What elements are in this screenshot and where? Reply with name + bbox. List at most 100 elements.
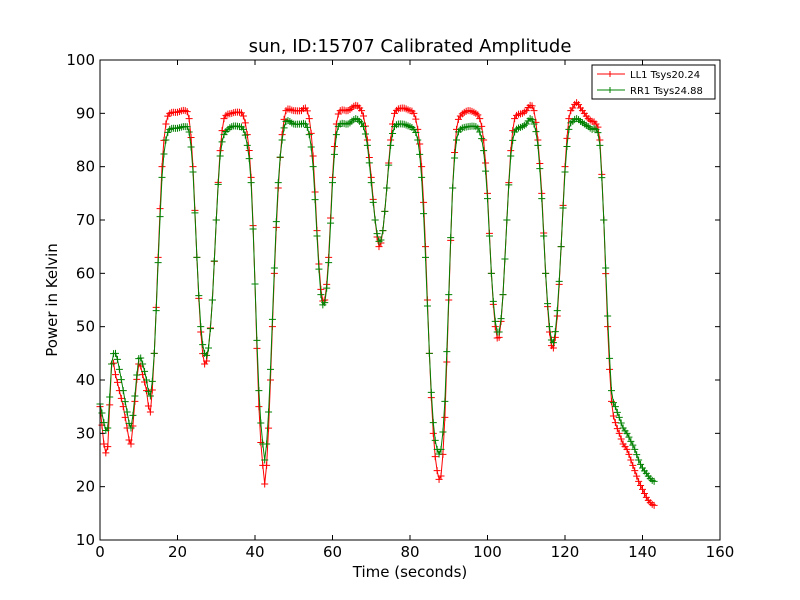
data-point [158,173,166,181]
data-point [633,451,641,459]
data-point [546,323,553,331]
data-point [604,312,612,320]
data-point [214,180,222,188]
data-point [631,445,639,453]
data-point [565,115,573,123]
y-tick-label: 40 [76,371,95,389]
data-point [272,218,280,226]
data-point [113,378,121,386]
data-point [635,456,643,464]
data-point [321,299,329,307]
data-point [600,216,608,224]
data-point [307,143,315,151]
data-point [127,440,135,448]
data-point [489,297,497,305]
x-tick-label: 160 [706,543,735,561]
data-point [112,349,119,357]
data-point [330,150,338,158]
data-point [249,225,257,233]
data-point [445,291,453,299]
data-point [569,104,577,112]
data-point [495,328,503,336]
data-point [420,210,428,218]
data-point [278,136,286,144]
data-point [608,387,615,395]
data-point [185,115,193,123]
data-point [435,450,443,458]
data-point [625,450,633,458]
data-point [429,419,437,427]
data-point [255,387,263,395]
data-point [416,150,424,158]
data-point [150,349,158,357]
data-point [635,477,643,485]
data-point [203,351,211,359]
data-point [263,440,271,448]
data-point [433,467,441,475]
data-point [158,163,166,171]
data-point [371,216,379,224]
data-point [449,184,457,192]
data-point [139,360,147,368]
data-point [423,302,431,310]
data-point [261,480,269,488]
data-point [100,440,108,448]
data-point [551,328,559,336]
data-point [241,119,249,127]
data-point [379,227,387,235]
data-point [189,168,197,176]
data-point [474,111,482,119]
data-point [100,419,108,427]
data-point [389,130,397,137]
data-point [144,402,152,410]
data-point [606,354,614,362]
data-point [146,392,154,400]
data-point [627,437,635,445]
data-point [501,255,509,263]
y-tick-label: 70 [76,211,95,229]
data-point [117,394,125,402]
data-point [119,403,127,411]
data-point [361,130,369,138]
data-point [425,349,433,357]
data-point [115,365,123,373]
data-point [606,365,614,373]
x-tick-label: 60 [323,543,342,561]
data-point [476,115,484,123]
data-point [141,367,149,375]
data-point [185,128,193,136]
data-point [484,195,491,203]
data-point [121,413,129,421]
data-point [218,138,226,146]
data-point [377,236,385,244]
data-point [247,179,255,187]
data-point [191,209,199,217]
data-point [503,216,511,224]
x-axis-title: Time (seconds) [352,563,468,581]
data-point [102,449,110,457]
data-point [561,168,569,176]
data-point [305,115,313,123]
data-point [476,128,484,136]
data-point [650,501,658,509]
data-point [143,376,150,384]
data-point [156,213,164,221]
data-point [387,141,395,149]
data-point [216,152,224,160]
data-point [127,424,135,432]
data-point [530,107,538,115]
legend: LL1 Tsys20.24 RR1 Tsys24.88 [591,64,716,100]
data-point [303,107,311,115]
y-tick-label: 80 [76,158,95,176]
data-point [313,232,321,240]
data-point [497,315,505,323]
data-point [144,388,152,396]
data-point [602,264,610,272]
data-point [162,136,170,144]
y-axis-title: Power in Kelvin [43,243,61,357]
x-tick-label: 100 [473,543,502,561]
data-point [615,413,623,421]
data-point [623,445,631,453]
